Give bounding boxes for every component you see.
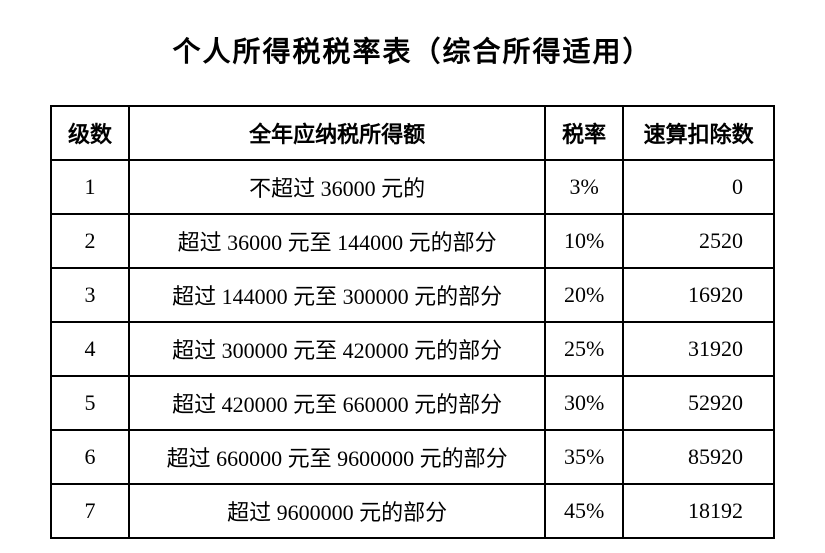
cell-deduct: 18192 bbox=[623, 484, 774, 538]
table-row: 7 超过 9600000 元的部分 45% 18192 bbox=[51, 484, 774, 538]
tax-rate-table: 级数 全年应纳税所得额 税率 速算扣除数 1 不超过 36000 元的 3% 0… bbox=[50, 105, 775, 539]
cell-income: 超过 9600000 元的部分 bbox=[129, 484, 545, 538]
cell-level: 4 bbox=[51, 322, 129, 376]
cell-level: 6 bbox=[51, 430, 129, 484]
table-row: 4 超过 300000 元至 420000 元的部分 25% 31920 bbox=[51, 322, 774, 376]
cell-rate: 45% bbox=[545, 484, 623, 538]
header-income: 全年应纳税所得额 bbox=[129, 106, 545, 160]
table-row: 1 不超过 36000 元的 3% 0 bbox=[51, 160, 774, 214]
cell-income: 超过 144000 元至 300000 元的部分 bbox=[129, 268, 545, 322]
cell-rate: 10% bbox=[545, 214, 623, 268]
header-deduct: 速算扣除数 bbox=[623, 106, 774, 160]
cell-deduct: 52920 bbox=[623, 376, 774, 430]
cell-income: 超过 36000 元至 144000 元的部分 bbox=[129, 214, 545, 268]
cell-level: 3 bbox=[51, 268, 129, 322]
cell-rate: 35% bbox=[545, 430, 623, 484]
cell-rate: 25% bbox=[545, 322, 623, 376]
cell-deduct: 16920 bbox=[623, 268, 774, 322]
cell-rate: 20% bbox=[545, 268, 623, 322]
cell-deduct: 2520 bbox=[623, 214, 774, 268]
table-row: 2 超过 36000 元至 144000 元的部分 10% 2520 bbox=[51, 214, 774, 268]
cell-level: 2 bbox=[51, 214, 129, 268]
cell-income: 超过 300000 元至 420000 元的部分 bbox=[129, 322, 545, 376]
cell-deduct: 31920 bbox=[623, 322, 774, 376]
cell-income: 不超过 36000 元的 bbox=[129, 160, 545, 214]
cell-rate: 3% bbox=[545, 160, 623, 214]
header-rate: 税率 bbox=[545, 106, 623, 160]
page-title: 个人所得税税率表（综合所得适用） bbox=[50, 30, 775, 70]
table-row: 3 超过 144000 元至 300000 元的部分 20% 16920 bbox=[51, 268, 774, 322]
header-level: 级数 bbox=[51, 106, 129, 160]
cell-level: 7 bbox=[51, 484, 129, 538]
table-row: 6 超过 660000 元至 9600000 元的部分 35% 85920 bbox=[51, 430, 774, 484]
cell-level: 5 bbox=[51, 376, 129, 430]
cell-income: 超过 420000 元至 660000 元的部分 bbox=[129, 376, 545, 430]
cell-income: 超过 660000 元至 9600000 元的部分 bbox=[129, 430, 545, 484]
table-header-row: 级数 全年应纳税所得额 税率 速算扣除数 bbox=[51, 106, 774, 160]
cell-level: 1 bbox=[51, 160, 129, 214]
table-row: 5 超过 420000 元至 660000 元的部分 30% 52920 bbox=[51, 376, 774, 430]
cell-rate: 30% bbox=[545, 376, 623, 430]
cell-deduct: 85920 bbox=[623, 430, 774, 484]
cell-deduct: 0 bbox=[623, 160, 774, 214]
